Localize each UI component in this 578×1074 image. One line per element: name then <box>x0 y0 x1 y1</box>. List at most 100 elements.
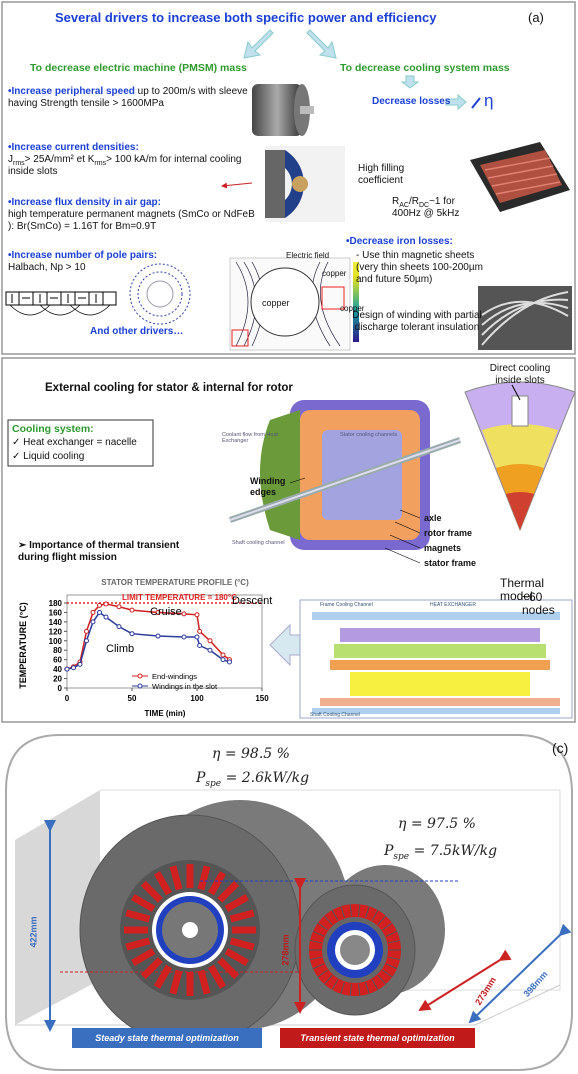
text-sub: rms <box>94 160 107 167</box>
cooling-title: Cooling system: <box>12 423 94 435</box>
driver-title: •Increase current densities: <box>8 142 139 153</box>
arrow-left <box>243 29 274 59</box>
slot <box>229 909 255 923</box>
driver-title: •Increase peripheral speed <box>8 86 135 97</box>
slot <box>207 964 227 989</box>
title-a: Several drivers to increase both specifi… <box>55 10 437 25</box>
y-tick-label: 40 <box>53 665 62 674</box>
slot <box>371 909 379 921</box>
part-label: axle <box>424 513 442 523</box>
slot <box>229 937 255 951</box>
text-part: > 25A/mm² et K <box>24 154 95 165</box>
part-label: rotor frame <box>424 528 473 538</box>
series-line <box>66 611 230 670</box>
slot <box>197 969 211 995</box>
series-marker <box>129 631 135 637</box>
slot <box>382 922 393 931</box>
text-sub: DC <box>418 202 430 209</box>
slot <box>153 871 173 896</box>
importance: ➢ Importance of thermal transient during… <box>18 540 180 563</box>
slot <box>365 906 370 918</box>
text-part: = 2.6kW/kg <box>221 770 310 786</box>
series-marker <box>71 665 76 671</box>
slot <box>358 904 361 917</box>
driver: •Increase peripheral speed up to 200m/s … <box>8 86 248 110</box>
steady-tag-bg <box>72 1028 262 1048</box>
annotation: Cruise <box>150 606 182 618</box>
annotation: Climb <box>106 643 134 655</box>
y-tick-label: 160 <box>49 608 63 617</box>
arrow-down <box>400 75 420 89</box>
machine-drawing <box>229 400 461 550</box>
driver-text: up to 200m/s with sleeve having Strength… <box>8 86 248 109</box>
series-marker <box>90 619 96 625</box>
slot <box>317 922 328 931</box>
slot <box>349 983 352 996</box>
thermal-network <box>299 599 573 719</box>
legend-label: Windings in the slot <box>152 682 218 691</box>
eta-1: η = 98.5 % <box>212 746 290 762</box>
x-tick-label: 50 <box>128 694 137 703</box>
slot <box>169 865 183 891</box>
series-marker <box>129 607 135 613</box>
slot <box>365 982 370 994</box>
slot <box>317 969 328 978</box>
leaders <box>384 509 421 564</box>
text-part: J <box>8 154 13 165</box>
field-plot <box>229 257 359 351</box>
slot <box>197 865 211 891</box>
x-tick-label: 0 <box>65 694 70 703</box>
network-label: HEAT EXCHANGER <box>430 602 476 608</box>
series-marker <box>194 612 200 618</box>
driver: •Increase number of pole pairs: Halbach, … <box>8 250 248 274</box>
copper-bundle-image <box>470 142 570 212</box>
y-tick-label: 80 <box>53 646 62 655</box>
text-sub: spe <box>393 851 410 862</box>
slot <box>377 915 387 926</box>
series-marker <box>194 634 200 640</box>
y-tick-label: 20 <box>53 675 62 684</box>
increase-arrow <box>471 97 481 109</box>
machine-label: Stator cooling channels <box>340 432 398 438</box>
network-label: Frame Cooling Channel <box>320 602 373 608</box>
pspe-2: Pspe = 7.5kW/kg <box>384 844 497 861</box>
cooling-item: ✓ Heat exchanger = nacelle <box>12 437 137 448</box>
other-drivers: And other drivers… <box>90 326 184 337</box>
series-marker <box>220 652 226 658</box>
slot <box>382 969 393 978</box>
slot <box>217 957 240 980</box>
leader <box>289 477 306 484</box>
series-marker <box>103 614 109 620</box>
field-label: copper <box>322 269 347 278</box>
iron-losses-text: - Use thin magnetic sheets (very thin sh… <box>356 250 483 285</box>
cooling-box <box>7 419 154 467</box>
legend-label: End-windings <box>152 672 197 681</box>
y-tick-label: 180 <box>49 599 63 608</box>
small-motor <box>294 865 445 1016</box>
machine-label: Shaft cooling channel <box>232 540 285 546</box>
slot <box>207 871 227 896</box>
field-label: copper <box>262 298 290 308</box>
slot <box>358 983 361 996</box>
slot <box>125 909 151 923</box>
slot-wedge <box>464 381 576 532</box>
series-marker <box>97 602 102 608</box>
text-part: > 100 kA/m for internal cooling inside s… <box>8 154 242 177</box>
machine-label: Coolant flow from Heat Exchanger <box>222 432 278 444</box>
series-marker <box>77 661 83 667</box>
winding-design: Design of winding with partial discharge… <box>352 310 482 333</box>
series-marker <box>197 628 203 634</box>
cooling-item: ✓ Liquid cooling <box>12 451 85 462</box>
part-label: stator frame <box>424 558 477 568</box>
y-tick-label: 120 <box>49 627 63 636</box>
label-a: (a) <box>528 10 544 25</box>
slot <box>309 939 322 944</box>
series-marker <box>207 647 213 653</box>
right-heading: To decrease cooling system mass <box>340 62 510 74</box>
text-sub: AC <box>399 202 409 209</box>
halbach-diagram <box>5 263 191 325</box>
slot <box>388 939 401 944</box>
filling: High filling coefficient <box>358 163 405 186</box>
